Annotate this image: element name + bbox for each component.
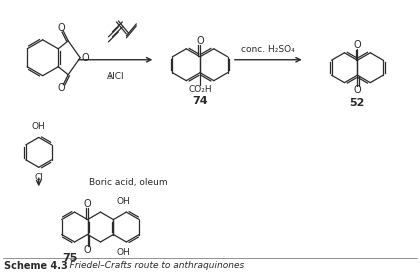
Text: 3: 3 [108,75,111,80]
Text: OH: OH [32,122,46,131]
Text: Cl: Cl [34,173,43,182]
Text: 52: 52 [350,98,365,107]
Text: 74: 74 [192,95,208,106]
Text: O: O [196,36,204,46]
Text: OH: OH [116,248,130,257]
Text: O: O [84,199,91,209]
Text: O: O [58,23,65,33]
Text: O: O [354,40,361,50]
Text: conc. H₂SO₄: conc. H₂SO₄ [241,45,295,54]
Text: O: O [354,85,361,95]
Text: Boric acid, oleum: Boric acid, oleum [89,178,167,187]
Text: AlCl: AlCl [107,72,124,81]
Text: OH: OH [116,197,130,206]
Text: O: O [58,83,65,93]
Text: Friedel–Crafts route to anthraquinones: Friedel–Crafts route to anthraquinones [60,261,244,270]
Text: 75: 75 [62,253,77,263]
Text: O: O [84,245,91,255]
Text: Scheme 4.3: Scheme 4.3 [4,261,68,271]
Text: O: O [81,53,89,63]
Text: CO₂H: CO₂H [188,85,212,94]
